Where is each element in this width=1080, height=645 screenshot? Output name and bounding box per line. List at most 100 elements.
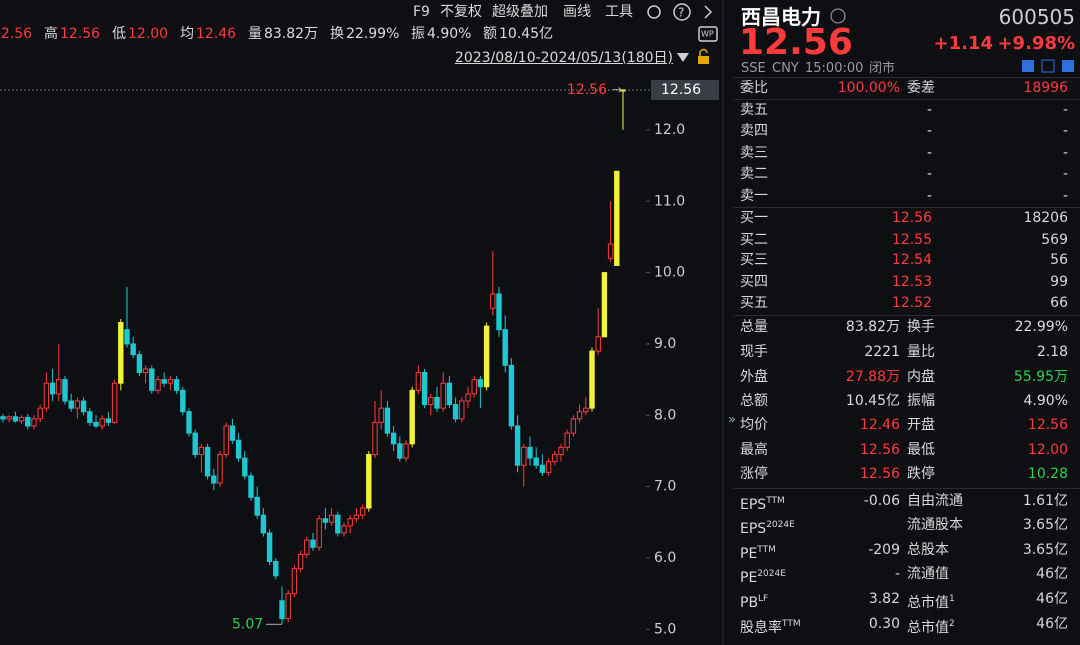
quote-value: 12.00 — [128, 25, 168, 43]
fund-label-text: EPS — [740, 497, 767, 513]
book-label-text: 买二 — [740, 232, 768, 248]
candle-body — [105, 418, 112, 423]
stat-label: 开盘 — [907, 416, 935, 434]
candle-body — [223, 425, 229, 456]
candle-body — [552, 454, 558, 463]
settings-icon[interactable] — [647, 5, 661, 19]
candle-body — [25, 416, 31, 427]
market-info: SSE — [741, 62, 766, 75]
fund-value: 46亿 — [1036, 590, 1068, 608]
fund-value: 3.65亿 — [1023, 541, 1068, 559]
candle-body — [409, 389, 415, 445]
candle-body — [347, 518, 353, 527]
book-volume: - — [1063, 101, 1068, 119]
market-info-text: 闭市 — [869, 60, 896, 76]
stat-label-text: 外盘 — [740, 369, 768, 385]
next-icon[interactable] — [704, 5, 713, 19]
quote-value: 22.99% — [346, 25, 399, 43]
y-tick-label: 7.0 — [654, 479, 676, 495]
book-label: 买三 — [740, 251, 768, 269]
stat-label: 总量 — [740, 318, 768, 336]
candle-body — [87, 411, 93, 423]
candle-body — [483, 325, 490, 388]
help-icon[interactable] — [673, 3, 691, 21]
stat-label: 最低 — [907, 441, 935, 459]
separator — [733, 488, 1080, 489]
candle-body — [217, 454, 223, 484]
candle-body — [235, 439, 242, 459]
stat-value: 12.56 — [860, 441, 900, 459]
quote-label: 振 — [411, 25, 425, 43]
add-icon[interactable] — [1062, 60, 1074, 72]
stat-value: 10.45亿 — [846, 392, 900, 410]
candle-body — [341, 525, 347, 534]
toolbar-item[interactable]: 不复权 — [440, 3, 482, 21]
date-range[interactable]: 2023/08/10-2024/05/13(180日) — [455, 49, 673, 67]
candle-body — [180, 389, 186, 413]
candle-body — [335, 514, 341, 534]
row-value: 100.00% — [838, 79, 900, 97]
edit-icon[interactable] — [1022, 60, 1034, 72]
candle-body — [434, 396, 440, 409]
book-volume: - — [1063, 144, 1068, 162]
stat-label-text: 现手 — [740, 344, 768, 360]
fund-value-text: 46亿 — [1036, 616, 1068, 632]
range-dropdown[interactable] — [677, 53, 689, 62]
quote-label: 额 — [483, 25, 497, 43]
toolbar-item[interactable]: 工具 — [605, 3, 633, 21]
book-volume: - — [1063, 187, 1068, 205]
book-price-text: 12.53 — [891, 274, 932, 290]
superscript: TTM — [766, 496, 785, 506]
stat-value-text: 83.82万 — [845, 319, 900, 335]
fund-value-text: 3.82 — [868, 591, 900, 607]
stock-change-text: +1.14 — [933, 33, 994, 54]
quote-label-text: 换 — [330, 26, 344, 42]
toolbar-item[interactable]: F9 — [413, 3, 430, 21]
stat-label: 外盘 — [740, 368, 768, 386]
wp-icon[interactable] — [698, 26, 718, 42]
row-value-text: 18996 — [1023, 80, 1068, 96]
window-icon[interactable] — [1041, 59, 1055, 73]
candle-body — [186, 411, 192, 434]
book-price: 12.55 — [892, 231, 932, 249]
lock-icon[interactable] — [698, 56, 709, 64]
book-volume-text: - — [1062, 123, 1068, 139]
book-label: 卖三 — [740, 144, 768, 162]
candle-body — [198, 446, 205, 456]
toolbar-item-text: 画线 — [563, 4, 591, 20]
row-label-text: 委差 — [907, 80, 935, 96]
separator — [733, 99, 1080, 100]
fund-label: EPS2024E — [740, 516, 795, 538]
market-info: 闭市 — [869, 62, 895, 75]
toolbar-item[interactable]: 画线 — [563, 3, 591, 21]
market-info: CNY — [772, 62, 799, 75]
quote-value-text: 83.82万 — [264, 26, 319, 42]
candle-body — [328, 514, 335, 523]
stat-value-text: 22.99% — [1014, 319, 1068, 335]
superscript: LF — [758, 594, 769, 604]
fund-label: 股息率TTM — [740, 615, 801, 637]
fund-label-text: EPS — [740, 521, 767, 537]
candle-body — [68, 400, 74, 409]
candle-body — [173, 379, 180, 391]
candle-body — [56, 379, 62, 395]
candle-body — [589, 350, 595, 409]
candle-body — [403, 443, 409, 459]
quote-value: 83.82万 — [264, 25, 318, 43]
fund-label: 总市值1 — [907, 590, 955, 612]
candle-body — [31, 418, 37, 427]
toolbar-item[interactable]: 超级叠加 — [492, 3, 548, 21]
stat-label: 现手 — [740, 343, 768, 361]
collapse-toggle[interactable]: » — [728, 413, 736, 428]
quote-value: 12.56 — [0, 25, 32, 43]
quote-label: 低 — [112, 25, 126, 43]
book-volume-text: 18206 — [1023, 210, 1068, 226]
info-icon[interactable] — [830, 8, 846, 24]
date-range-text: 2023/08/10-2024/05/13(180日) — [454, 50, 673, 66]
fund-value: 0.30 — [869, 615, 900, 633]
fund-value-text: 1.61亿 — [1022, 493, 1068, 509]
candle-body — [229, 425, 236, 441]
candle-body — [527, 446, 533, 459]
candle-body — [514, 425, 521, 466]
candle-body — [570, 418, 577, 434]
